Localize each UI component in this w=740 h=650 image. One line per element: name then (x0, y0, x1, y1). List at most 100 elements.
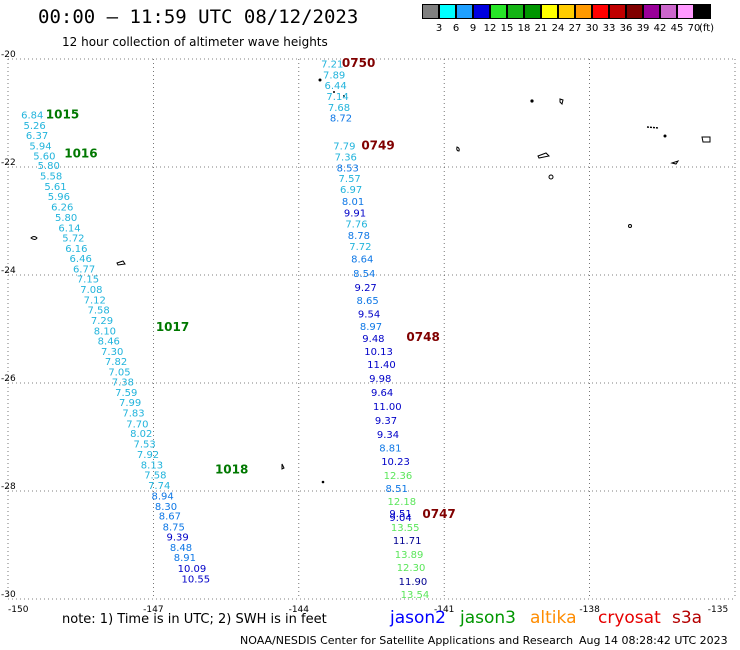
island-outlines (30, 78, 711, 484)
wave-height-value: 8.13 (141, 460, 163, 471)
footer-timestamp: Aug 14 08:28:42 UTC 2023 (579, 634, 728, 647)
wave-height-value: 7.99 (119, 398, 141, 409)
wave-height-value: 7.68 (328, 103, 350, 114)
legend-swatch (592, 4, 609, 19)
wave-height-value: 13.89 (395, 550, 424, 561)
island-outline (559, 98, 564, 105)
wave-height-value: 8.78 (348, 231, 370, 242)
legend-label: 39 (636, 23, 650, 34)
legend-swatch (694, 4, 711, 19)
wave-height-value: 7.14 (326, 92, 348, 103)
legend-swatch (456, 4, 473, 19)
island-outline (30, 236, 38, 240)
wave-height-value: 7.79 (333, 142, 355, 153)
legend-swatch (626, 4, 643, 19)
wave-height-value: 8.53 (337, 163, 359, 174)
legend-swatch (609, 4, 626, 19)
lat-tick-label: -26 (1, 374, 16, 384)
wave-height-value: 8.51 (386, 484, 408, 495)
wave-height-value: 12.30 (397, 563, 426, 574)
wave-height-value: 5.96 (48, 192, 70, 203)
wave-height-value: 7.59 (115, 388, 137, 399)
pass-time-label: 1015 (46, 107, 79, 121)
wave-height-value: 10.55 (182, 574, 211, 585)
island-outline (548, 174, 554, 180)
wave-height-value: 9.39 (166, 533, 188, 544)
wave-height-value: 13.54 (401, 590, 430, 601)
wave-height-value: 9.48 (362, 334, 384, 345)
wave-height-value: 5.60 (33, 151, 55, 162)
island-outline (663, 134, 667, 138)
wave-height-value: 9.27 (355, 283, 377, 294)
wave-height-value: 7.57 (339, 174, 361, 185)
island-outline (333, 91, 335, 93)
wave-height-value: 7.72 (349, 242, 371, 253)
wave-height-value: 9.37 (375, 416, 397, 427)
lon-tick-label: -135 (708, 605, 728, 615)
chart-title: 00:00 – 11:59 UTC 08/12/2023 (38, 6, 359, 28)
wave-height-value: 8.97 (360, 322, 382, 333)
altimeter-tracks: 6.845.266.375.945.605.805.585.615.966.26… (21, 56, 456, 601)
legend-label: 30 (585, 23, 599, 34)
wave-height-value: 9.64 (371, 388, 393, 399)
satellite-cryosat: cryosat (598, 608, 661, 628)
wave-height-value: 7.76 (345, 219, 367, 230)
satellite-jason3: jason3 (460, 608, 516, 628)
wave-height-value: 8.10 (94, 326, 116, 337)
wave-height-value: 8.64 (351, 255, 373, 266)
legend-swatch (660, 4, 677, 19)
wave-height-value: 8.91 (174, 553, 196, 564)
wave-height-value: 13.55 (391, 523, 420, 534)
pass-time-label: 1018 (215, 463, 248, 477)
wave-height-value: 7.05 (108, 367, 130, 378)
wave-height-value: 7.29 (91, 316, 113, 327)
lon-tick-label: -144 (289, 605, 310, 615)
legend-swatch (422, 4, 439, 19)
wave-height-value: 10.23 (381, 457, 410, 468)
island-outline (116, 260, 126, 266)
satellite-s3a: s3a (672, 608, 703, 628)
wave-height-value: 7.53 (134, 439, 156, 450)
wave-height-value: 7.30 (101, 347, 123, 358)
legend-label: 12 (483, 23, 497, 34)
island-outline (318, 78, 322, 82)
wave-height-value: 8.48 (170, 543, 192, 554)
legend-label: 21 (534, 23, 548, 34)
legend-swatch (507, 4, 524, 19)
pass-time-label: 1016 (64, 146, 97, 160)
note-text: note: 1) Time is in UTC; 2) SWH is in fe… (62, 612, 327, 627)
wave-height-value: 8.02 (130, 429, 152, 440)
wave-height-value: 8.01 (342, 197, 364, 208)
wave-height-value: 9.34 (377, 430, 399, 441)
wave-height-value: 12.36 (384, 471, 413, 482)
island-outline (646, 126, 660, 129)
legend-label: 33 (602, 23, 616, 34)
chart-subtitle: 12 hour collection of altimeter wave hei… (62, 35, 328, 49)
satellite-altika: altika (530, 608, 577, 628)
wave-height-value: 8.75 (163, 522, 185, 533)
legend-swatch (439, 4, 456, 19)
wave-height-value: 5.80 (55, 213, 77, 224)
wave-height-value: 8.65 (356, 296, 378, 307)
legend-unit: (ft) (699, 23, 715, 34)
legend-label: 70 (687, 23, 701, 34)
legend-label: 3 (435, 23, 443, 34)
wave-height-value: 7.21 (321, 60, 343, 71)
wave-height-value: 5.58 (40, 171, 62, 182)
wave-height-value: 9.04 (389, 513, 411, 524)
wave-height-value: 5.72 (62, 234, 84, 245)
island-outline (530, 99, 534, 103)
wave-height-value: 6.44 (324, 81, 346, 92)
wave-height-value: 5.80 (38, 161, 60, 172)
legend-label: 27 (568, 23, 582, 34)
wave-height-value: 6.16 (65, 244, 87, 255)
lon-tick-label: -138 (579, 605, 600, 615)
wave-height-value: 7.74 (148, 481, 170, 492)
wave-height-value: 6.97 (340, 185, 362, 196)
wave-height-value: 10.09 (178, 564, 207, 575)
island-outline (343, 95, 345, 97)
pass-time-label: 0749 (361, 139, 394, 153)
wave-height-value: 11.40 (367, 360, 396, 371)
wave-height-value: 5.26 (24, 121, 46, 132)
